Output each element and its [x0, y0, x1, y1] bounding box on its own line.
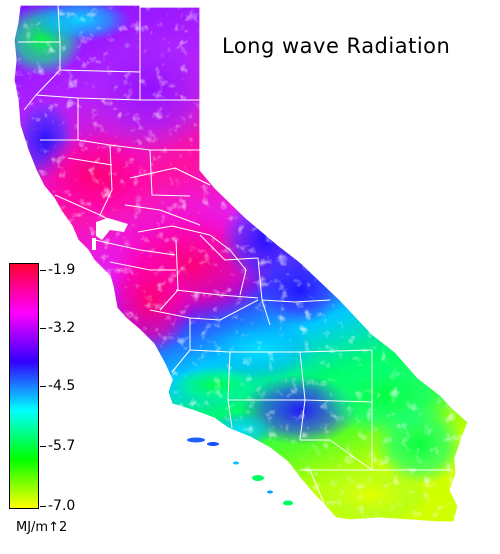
legend-color-bar [9, 263, 39, 509]
legend-label: -3.2 [48, 320, 76, 336]
legend-tick [40, 270, 46, 271]
legend-label-min: -7.0 [48, 498, 76, 514]
legend-tick [40, 386, 46, 387]
legend-tick [40, 328, 46, 329]
legend-unit: MJ/m↑2 [16, 520, 68, 535]
map-title: Long wave Radiation [222, 34, 451, 58]
legend-label: -5.7 [48, 438, 76, 454]
legend-label-max: -1.9 [48, 262, 76, 278]
bay-area [92, 218, 128, 250]
channel-islands [187, 437, 293, 506]
county-boundaries [18, 4, 450, 507]
legend-tick [40, 446, 46, 447]
legend-label: -4.5 [48, 378, 76, 394]
legend-tick [40, 506, 46, 507]
